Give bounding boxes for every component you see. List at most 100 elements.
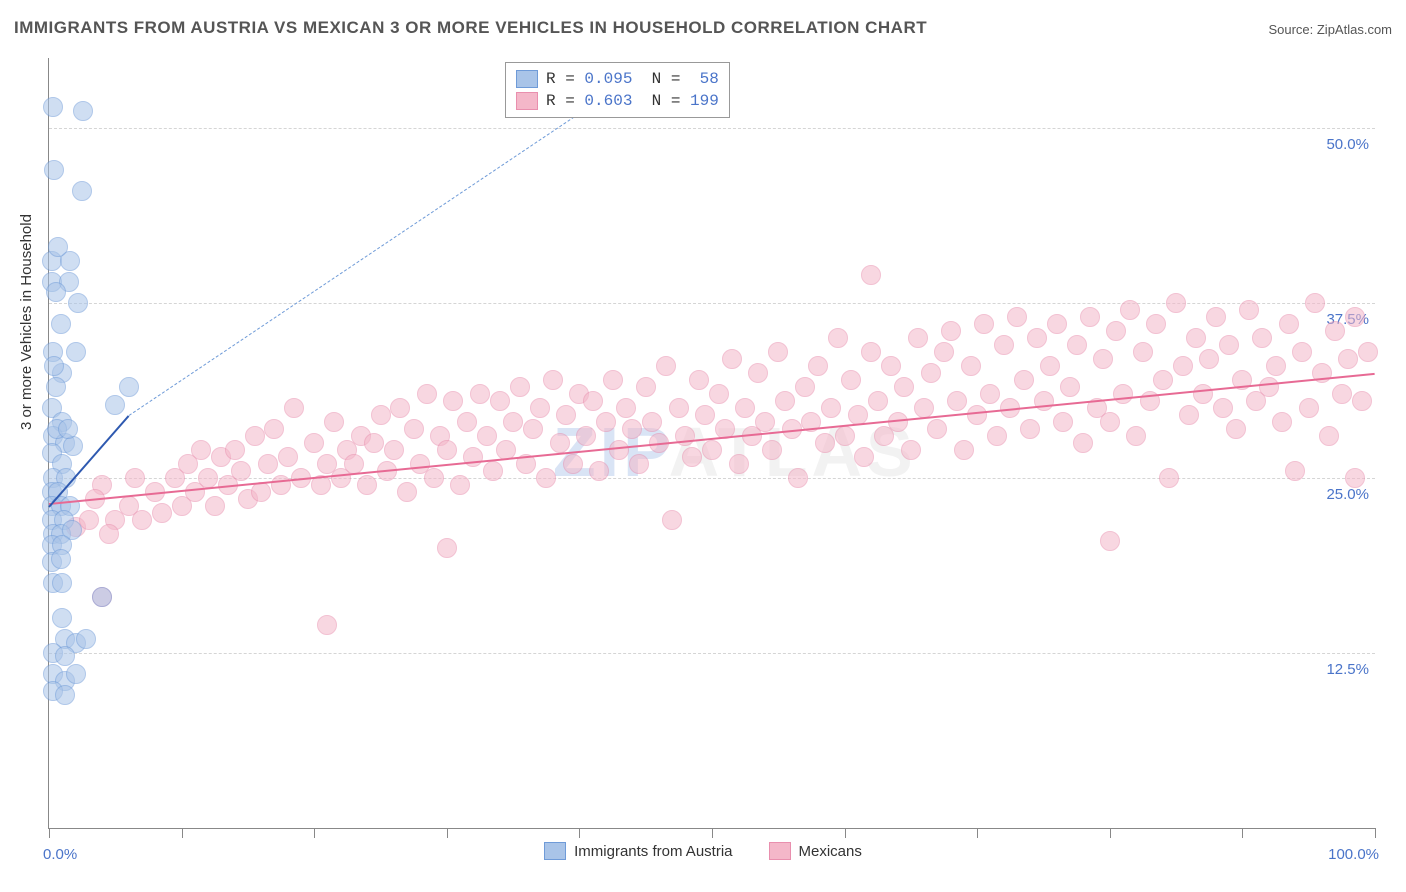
scatter-point — [835, 426, 855, 446]
scatter-point — [1159, 468, 1179, 488]
scatter-point — [503, 412, 523, 432]
scatter-point — [251, 482, 271, 502]
scatter-point — [1173, 356, 1193, 376]
scatter-point — [317, 615, 337, 635]
scatter-point — [417, 384, 437, 404]
scatter-point — [1345, 307, 1365, 327]
scatter-point — [1272, 412, 1292, 432]
scatter-point — [119, 377, 139, 397]
scatter-point — [934, 342, 954, 362]
x-tick — [845, 828, 846, 838]
bottom-legend: Immigrants from Austria Mexicans — [0, 842, 1406, 860]
scatter-point — [1100, 531, 1120, 551]
scatter-point — [1193, 384, 1213, 404]
scatter-point — [1252, 328, 1272, 348]
x-tick — [579, 828, 580, 838]
scatter-point — [79, 510, 99, 530]
scatter-point — [205, 496, 225, 516]
scatter-point — [1040, 356, 1060, 376]
scatter-point — [609, 440, 629, 460]
scatter-point — [821, 398, 841, 418]
scatter-point — [656, 356, 676, 376]
scatter-point — [1060, 377, 1080, 397]
y-tick-label: 12.5% — [1326, 661, 1369, 678]
scatter-point — [735, 398, 755, 418]
scatter-point — [271, 475, 291, 495]
scatter-point — [1053, 412, 1073, 432]
scatter-point — [1325, 321, 1345, 341]
scatter-point — [622, 419, 642, 439]
scatter-point — [530, 398, 550, 418]
scatter-point — [1080, 307, 1100, 327]
scatter-point — [550, 433, 570, 453]
scatter-point — [629, 454, 649, 474]
scatter-point — [245, 426, 265, 446]
scatter-point — [682, 447, 702, 467]
x-tick — [49, 828, 50, 838]
scatter-point — [1345, 468, 1365, 488]
scatter-point — [404, 419, 424, 439]
scatter-point — [1047, 314, 1067, 334]
scatter-point — [99, 524, 119, 544]
trend-line-dashed — [128, 86, 619, 416]
scatter-point — [748, 363, 768, 383]
scatter-point — [52, 573, 72, 593]
scatter-point — [371, 405, 391, 425]
scatter-point — [324, 412, 344, 432]
scatter-point — [1358, 342, 1378, 362]
y-tick-label: 25.0% — [1326, 486, 1369, 503]
legend-swatch — [516, 92, 538, 110]
scatter-point — [55, 646, 75, 666]
legend-swatch — [516, 70, 538, 88]
scatter-point — [914, 398, 934, 418]
scatter-point — [46, 282, 66, 302]
scatter-point — [424, 468, 444, 488]
scatter-point — [258, 454, 278, 474]
scatter-point — [344, 454, 364, 474]
scatter-point — [596, 412, 616, 432]
scatter-point — [987, 426, 1007, 446]
scatter-point — [1106, 321, 1126, 341]
scatter-point — [563, 454, 583, 474]
scatter-point — [901, 440, 921, 460]
scatter-point — [1226, 419, 1246, 439]
scatter-point — [510, 377, 530, 397]
scatter-point — [304, 433, 324, 453]
scatter-point — [788, 468, 808, 488]
scatter-point — [44, 160, 64, 180]
scatter-point — [828, 328, 848, 348]
legend-swatch — [544, 842, 566, 860]
scatter-point — [1179, 405, 1199, 425]
scatter-point — [881, 356, 901, 376]
legend-label: Mexicans — [799, 843, 862, 860]
scatter-plot-area: ZIPATLAS 12.5%25.0%37.5%50.0%0.0%100.0% — [48, 58, 1375, 829]
scatter-point — [921, 363, 941, 383]
scatter-point — [1093, 349, 1113, 369]
scatter-point — [1067, 335, 1087, 355]
scatter-point — [1146, 314, 1166, 334]
scatter-point — [51, 314, 71, 334]
scatter-point — [198, 468, 218, 488]
x-tick — [1242, 828, 1243, 838]
scatter-point — [1338, 349, 1358, 369]
x-tick — [977, 828, 978, 838]
scatter-point — [51, 549, 71, 569]
stats-row: R = 0.603 N = 199 — [516, 90, 719, 112]
scatter-point — [1073, 433, 1093, 453]
scatter-point — [1259, 377, 1279, 397]
scatter-point — [556, 405, 576, 425]
scatter-point — [1100, 412, 1120, 432]
scatter-point — [384, 440, 404, 460]
legend-label: Immigrants from Austria — [574, 843, 732, 860]
scatter-point — [55, 685, 75, 705]
scatter-point — [1113, 384, 1133, 404]
scatter-point — [92, 587, 112, 607]
scatter-point — [73, 101, 93, 121]
scatter-point — [132, 510, 152, 530]
scatter-point — [994, 335, 1014, 355]
y-tick-label: 50.0% — [1326, 136, 1369, 153]
legend-swatch — [769, 842, 791, 860]
scatter-point — [669, 398, 689, 418]
scatter-point — [1007, 307, 1027, 327]
scatter-point — [357, 475, 377, 495]
